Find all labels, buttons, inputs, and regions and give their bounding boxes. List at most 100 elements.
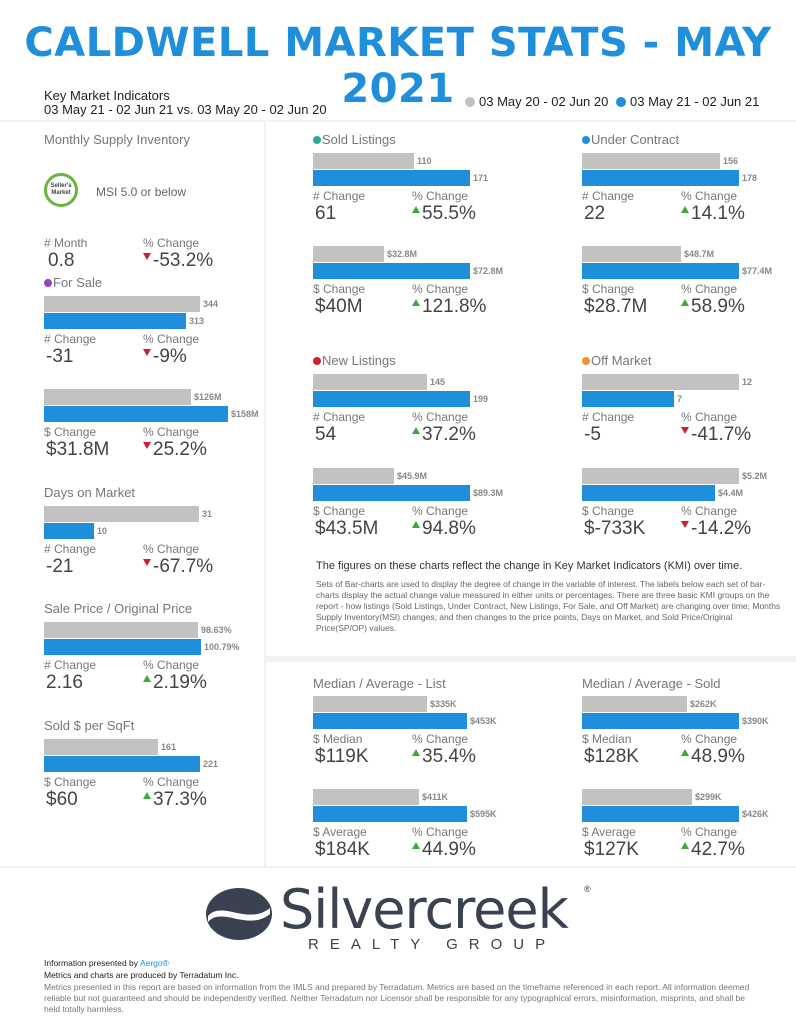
msi-note: MSI 5.0 or below bbox=[96, 185, 187, 199]
dom-bar-curr-label: 10 bbox=[97, 526, 108, 536]
sold-count-pct-label: % Change bbox=[412, 189, 469, 203]
msi-month-label: # Month bbox=[44, 236, 88, 250]
off-market-count-pct-change: -41.7% bbox=[681, 424, 751, 446]
legend-prev-swatch bbox=[465, 96, 475, 107]
sold-median-change-label: $ Median bbox=[582, 732, 632, 746]
list-average-bar-prev-label: $411K bbox=[422, 792, 449, 802]
up-arrow-icon bbox=[412, 206, 420, 213]
explain-body: Sets of Bar-charts are used to display t… bbox=[316, 579, 781, 633]
off-market-dollar-bar-prev-label: $5.2M bbox=[742, 471, 768, 481]
sold-median-bar-curr-label: $390K bbox=[742, 716, 769, 726]
under-contract-count-change-value: 22 bbox=[584, 203, 606, 224]
off-market-count-bar-curr-label: 7 bbox=[677, 394, 683, 404]
dom-bar-curr bbox=[44, 523, 94, 539]
off-market-count-change-label: # Change bbox=[582, 410, 635, 424]
sold-average-pct-label: % Change bbox=[681, 825, 738, 839]
list-average-change-label: $ Average bbox=[313, 825, 367, 839]
sold-median-bar-curr bbox=[582, 713, 739, 729]
aergo-link[interactable]: Aergo® bbox=[139, 958, 169, 968]
logo-subtitle: REALTY GROUP bbox=[308, 936, 557, 953]
for-sale-dollar-pct-label: % Change bbox=[143, 425, 200, 439]
new-listings-title: New Listings bbox=[313, 353, 396, 368]
disclaimer: Metrics presented in this report are bas… bbox=[44, 982, 750, 1014]
new-listings-count-bar-prev-label: 145 bbox=[430, 377, 446, 387]
list-median-pct-label: % Change bbox=[412, 732, 469, 746]
new-listings-title-text: New Listings bbox=[322, 353, 396, 368]
sold-median-group: $262K $390K $ Median $128K % Change 48.9% bbox=[582, 696, 782, 767]
up-arrow-icon bbox=[681, 206, 689, 213]
sold-count-bar-prev bbox=[313, 153, 414, 169]
sqft-change-label: $ Change bbox=[44, 775, 97, 789]
list-median-bar-prev bbox=[313, 696, 427, 712]
for-sale-count-pct-value: -9% bbox=[153, 346, 187, 367]
off-market-dollar-pct-label: % Change bbox=[681, 504, 738, 518]
for-sale-dollar-change-label: $ Change bbox=[44, 425, 97, 439]
off-market-title-text: Off Market bbox=[591, 353, 652, 368]
list-median-bar-prev-label: $335K bbox=[430, 699, 457, 709]
under-contract-dollar-bar-prev-label: $48.7M bbox=[684, 249, 715, 259]
up-arrow-icon bbox=[143, 792, 151, 799]
sqft-change-value: $60 bbox=[46, 789, 78, 810]
new-listings-dollar-pct-change: 94.8% bbox=[412, 518, 476, 540]
sqft-bar-prev bbox=[44, 739, 158, 755]
off-market-dollar-change-label: $ Change bbox=[582, 504, 635, 518]
down-arrow-icon bbox=[681, 427, 689, 434]
dom-group: 31 10 # Change -21 % Change -67.7% bbox=[44, 506, 244, 578]
under-contract-dollar-group: $48.7M $77.4M $ Change $28.7M % Change 58.9% bbox=[582, 246, 782, 317]
dom-pct-change: -67.7% bbox=[143, 556, 213, 578]
under-contract-title: Under Contract bbox=[582, 132, 679, 147]
list-median-change-label: $ Median bbox=[313, 732, 363, 746]
legend-curr: 03 May 21 - 02 Jun 21 bbox=[616, 94, 759, 109]
for-sale-dollar-group: $126M $158M $ Change $31.8M % Change 25.2% bbox=[44, 389, 259, 460]
sold-title-text: Sold Listings bbox=[322, 132, 396, 147]
sold-dollar-group: $32.8M $72.8M $ Change $40M % Change 121.8% bbox=[313, 246, 513, 317]
list-average-bar-prev bbox=[313, 789, 419, 805]
dom-change-label: # Change bbox=[44, 542, 97, 556]
sold-dot-icon bbox=[313, 136, 321, 144]
dom-bar-prev bbox=[44, 506, 199, 522]
legend-curr-swatch bbox=[616, 96, 626, 107]
sp-op-group: 98.63% 100.79% # Change 2.16 % Change 2.19% bbox=[44, 622, 244, 693]
off-market-count-pct-label: % Change bbox=[681, 410, 738, 424]
sqft-bar-curr bbox=[44, 756, 200, 772]
down-arrow-icon bbox=[681, 521, 689, 528]
up-arrow-icon bbox=[412, 427, 420, 434]
under-contract-count-bar-prev-label: 156 bbox=[723, 156, 739, 166]
sqft-group: 161 221 $ Change $60 % Change 37.3% bbox=[44, 739, 244, 810]
under-contract-dollar-pct-label: % Change bbox=[681, 282, 738, 296]
list-average-bar-curr-label: $595K bbox=[470, 809, 497, 819]
sp-op-change-value: 2.16 bbox=[46, 672, 83, 693]
for-sale-count-bar-curr bbox=[44, 313, 186, 329]
sold-count-bar-prev-label: 110 bbox=[417, 156, 432, 166]
logo-registered-mark: ® bbox=[584, 884, 591, 894]
msi-title: Monthly Supply Inventory bbox=[44, 132, 190, 147]
for-sale-count-bar-prev bbox=[44, 296, 200, 312]
new-listings-count-change-value: 54 bbox=[315, 424, 337, 445]
off-market-dollar-bar-prev bbox=[582, 468, 739, 484]
for-sale-count-change-label: # Change bbox=[44, 332, 97, 346]
down-arrow-icon bbox=[143, 442, 151, 449]
new-listings-dollar-bar-prev-label: $45.9M bbox=[397, 471, 428, 481]
presented-by-prefix: Information presented by bbox=[44, 958, 139, 968]
sold-dollar-bar-prev-label: $32.8M bbox=[387, 249, 418, 259]
for-sale-title: For Sale bbox=[44, 275, 102, 290]
under-contract-dollar-pct-value: 58.9% bbox=[691, 296, 745, 317]
legend-prev-label: 03 May 20 - 02 Jun 20 bbox=[479, 94, 609, 109]
list-median-bar-curr-label: $453K bbox=[470, 716, 497, 726]
new-listings-dollar-bar-prev bbox=[313, 468, 394, 484]
produced-by: Metrics and charts are produced by Terra… bbox=[44, 970, 239, 980]
for-sale-title-text: For Sale bbox=[53, 275, 103, 290]
under-contract-dollar-change-value: $28.7M bbox=[584, 296, 648, 317]
sold-median-change-value: $128K bbox=[584, 746, 639, 767]
up-arrow-icon bbox=[412, 842, 420, 849]
up-arrow-icon bbox=[412, 521, 420, 528]
off-market-dollar-bar-curr bbox=[582, 485, 715, 501]
sold-dollar-bar-prev bbox=[313, 246, 384, 262]
sold-dollar-bar-curr-label: $72.8M bbox=[473, 266, 504, 276]
for-sale-count-change-value: -31 bbox=[46, 346, 74, 367]
list-average-pct-change: 44.9% bbox=[412, 839, 476, 861]
new-listings-dollar-change-label: $ Change bbox=[313, 504, 366, 518]
under-contract-count-bar-curr bbox=[582, 170, 739, 186]
off-market-title: Off Market bbox=[582, 353, 651, 368]
sold-average-bar-curr bbox=[582, 806, 739, 822]
